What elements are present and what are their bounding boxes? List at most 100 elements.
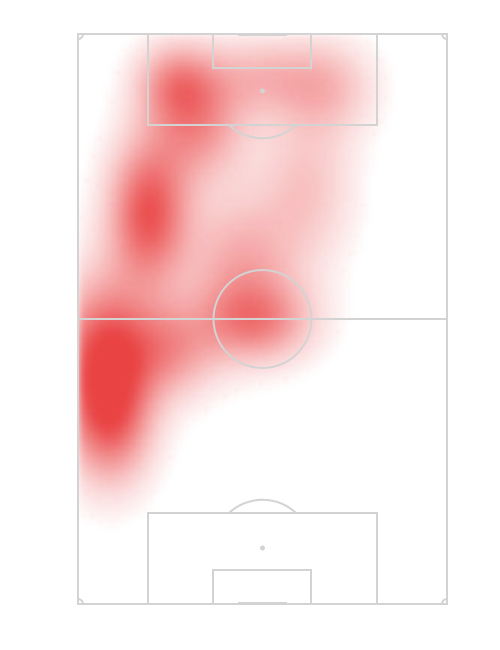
heat-cell — [198, 46, 204, 52]
heat-cell — [324, 274, 330, 280]
heat-cell — [156, 64, 162, 70]
heat-cell — [354, 172, 360, 178]
heat-cell — [300, 100, 306, 106]
heat-cell — [186, 208, 192, 214]
heat-cell — [312, 358, 318, 364]
heat-cell — [372, 124, 378, 130]
heat-cell — [120, 106, 126, 112]
heat-cell — [150, 370, 156, 376]
heat-cell — [336, 322, 342, 328]
heat-cell — [252, 34, 258, 40]
heat-cell — [198, 268, 204, 274]
heat-cell — [138, 178, 144, 184]
heat-cell — [186, 118, 192, 124]
heat-cell — [294, 232, 300, 238]
heat-cell — [294, 340, 300, 346]
heat-cell — [294, 160, 300, 166]
heat-cell — [204, 148, 210, 154]
heat-cell — [318, 358, 324, 364]
heat-cell — [84, 238, 90, 244]
heat-cell — [294, 88, 300, 94]
heat-cell — [174, 328, 180, 334]
heat-cell — [312, 340, 318, 346]
heat-cell — [138, 442, 144, 448]
heat-cell — [240, 202, 246, 208]
heat-cell — [234, 388, 240, 394]
heat-cell — [222, 250, 228, 256]
heat-cell — [180, 358, 186, 364]
heat-cell — [330, 226, 336, 232]
heat-cell — [336, 178, 342, 184]
heat-cell — [318, 136, 324, 142]
heat-cell — [120, 196, 126, 202]
heat-cell — [84, 178, 90, 184]
heat-cell — [132, 220, 138, 226]
heat-cell — [198, 292, 204, 298]
heat-cell — [180, 268, 186, 274]
heat-cell — [360, 88, 366, 94]
heat-cell — [312, 94, 318, 100]
heat-cell — [90, 250, 96, 256]
heat-cell — [360, 178, 366, 184]
heat-cell — [198, 172, 204, 178]
heat-cell — [246, 58, 252, 64]
heat-cell — [264, 130, 270, 136]
heat-cell — [138, 190, 144, 196]
heat-cell — [300, 292, 306, 298]
heat-cell — [150, 184, 156, 190]
heat-cell — [126, 88, 132, 94]
heat-cell — [186, 76, 192, 82]
heat-cell — [318, 70, 324, 76]
heat-cell — [144, 448, 150, 454]
heat-cell — [246, 124, 252, 130]
heat-cell — [132, 184, 138, 190]
heat-cell — [324, 88, 330, 94]
heat-cell — [150, 154, 156, 160]
heat-cell — [366, 130, 372, 136]
heat-cell — [108, 466, 114, 472]
heat-cell — [114, 280, 120, 286]
heat-cell — [90, 466, 96, 472]
heat-cell — [162, 214, 168, 220]
heat-cell — [114, 322, 120, 328]
heat-cell — [96, 286, 102, 292]
heat-cell — [162, 418, 168, 424]
heat-cell — [132, 94, 138, 100]
heat-cell — [162, 424, 168, 430]
heat-cell — [144, 406, 150, 412]
heat-cell — [138, 94, 144, 100]
heat-cell — [132, 280, 138, 286]
heat-cell — [240, 130, 246, 136]
heat-cell — [252, 184, 258, 190]
heat-cell — [120, 418, 126, 424]
heat-cell — [96, 214, 102, 220]
heat-cell — [186, 334, 192, 340]
bottom-goal-area — [212, 569, 312, 605]
heat-cell — [192, 166, 198, 172]
heat-cell — [342, 76, 348, 82]
heat-cell — [120, 346, 126, 352]
heat-cell — [270, 376, 276, 382]
heat-cell — [204, 154, 210, 160]
heat-cell — [144, 184, 150, 190]
heat-cell — [276, 226, 282, 232]
heat-cell — [162, 220, 168, 226]
heat-cell — [204, 58, 210, 64]
heat-cell — [228, 334, 234, 340]
heat-cell — [108, 154, 114, 160]
heat-cell — [126, 52, 132, 58]
heat-cell — [240, 88, 246, 94]
heat-cell — [300, 256, 306, 262]
heat-cell — [306, 214, 312, 220]
heat-cell — [156, 298, 162, 304]
heat-cell — [258, 172, 264, 178]
heat-cell — [354, 46, 360, 52]
heat-cell — [84, 382, 90, 388]
heat-cell — [222, 394, 228, 400]
heat-cell — [156, 322, 162, 328]
heat-cell — [252, 280, 258, 286]
heat-cell — [294, 166, 300, 172]
heat-cell — [174, 370, 180, 376]
heat-cell — [252, 310, 258, 316]
heat-cell — [210, 304, 216, 310]
